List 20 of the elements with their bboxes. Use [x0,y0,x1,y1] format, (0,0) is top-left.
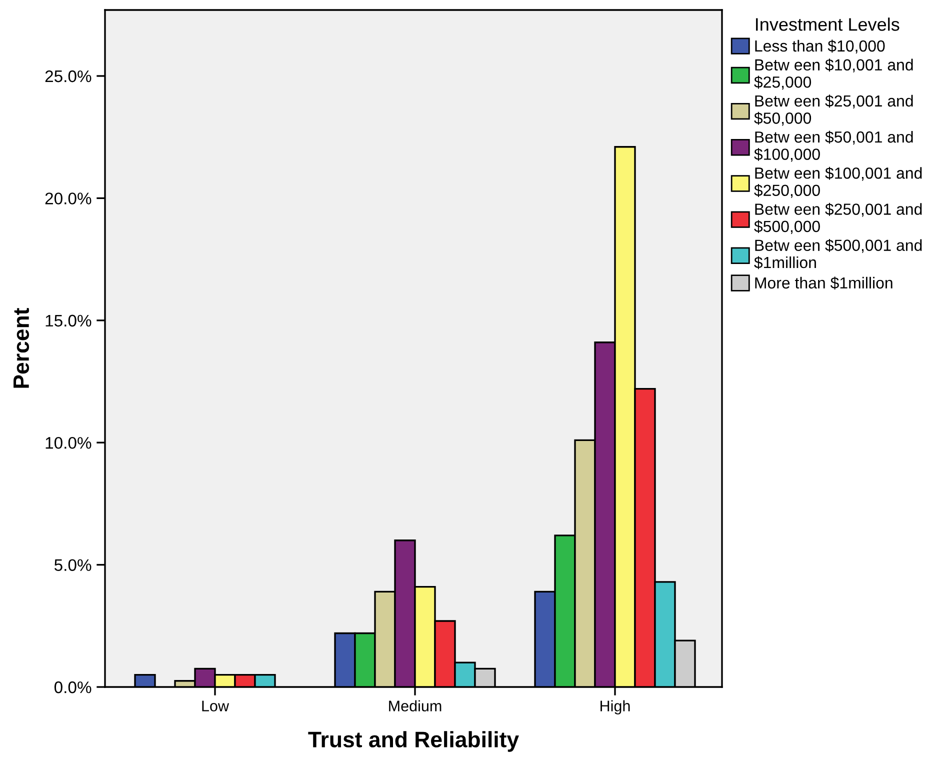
y-tick-label: 10.0% [46,436,92,449]
legend-label: Betw een $50,001 and $100,000 [754,130,913,162]
y-tick-label: 25.0% [45,70,92,82]
legend-label: Betw een $100,001 and $250,000 [754,166,922,198]
y-tick-label: 0.0% [54,681,92,694]
x-tick-label: High [600,700,630,714]
y-axis-title: Percent [14,308,30,388]
legend-label: Betw een $10,001 and $25,000 [754,58,913,90]
legend-label: Less than $10,000 [755,40,885,54]
y-tick-label: 15.0% [46,314,92,327]
x-tick-label: Medium [389,700,442,712]
y-tick-label: 20.0% [45,192,92,204]
legend-title: Investment Levels [756,18,900,31]
legend-label: Betw een $25,001 and $50,000 [754,94,913,126]
x-axis-title: Trust and Reliability [308,731,519,752]
legend-label: Betw een $500,001 and $1million [754,238,922,270]
legend-label: More than $1million [755,276,892,290]
legend-label: Betw een $250,001 and $500,000 [754,202,922,234]
x-tick-label: Low [202,700,230,712]
y-tick-label: 5.0% [54,559,92,571]
